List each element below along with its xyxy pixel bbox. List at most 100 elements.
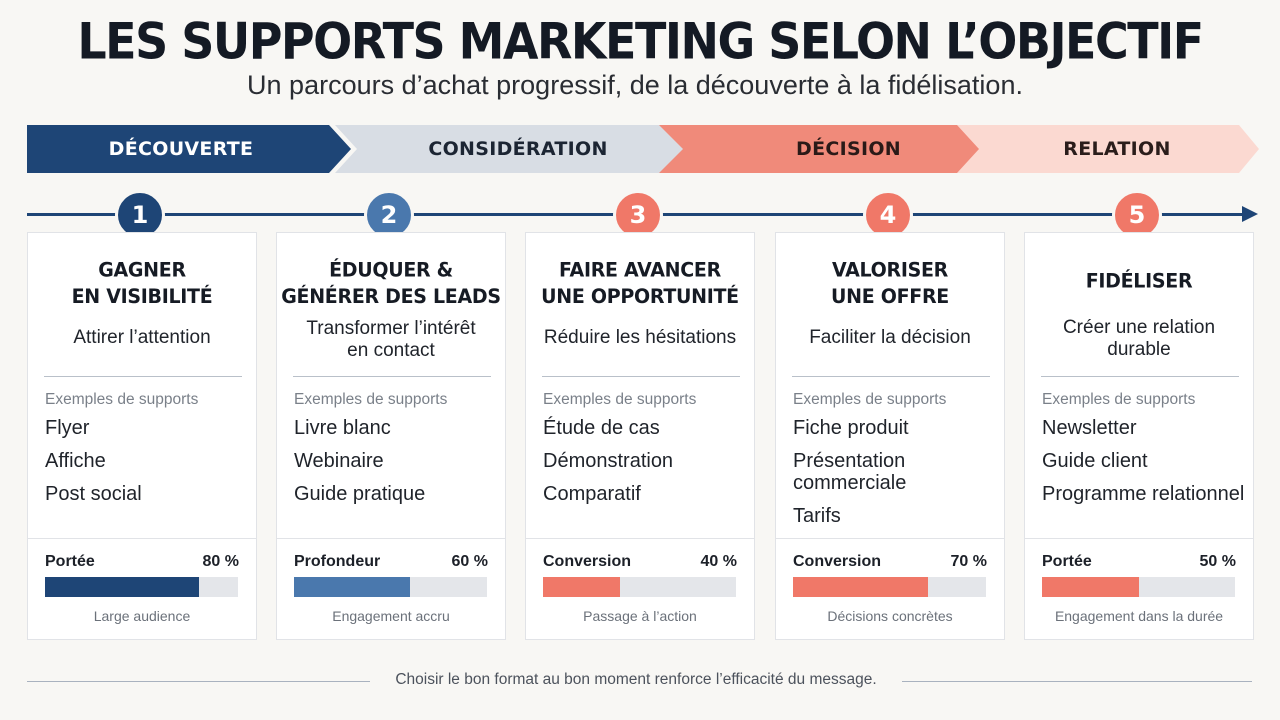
card-title: FIDÉLISER xyxy=(1025,268,1253,294)
phase-label: DÉCISION xyxy=(796,138,901,160)
metric-bar-track xyxy=(45,577,238,597)
example-item: Newsletter xyxy=(1042,417,1137,439)
card-title: ÉDUQUER & GÉNÉRER DES LEADS xyxy=(277,258,505,311)
step-card-visibility: GAGNER EN VISIBILITÉ Attirer l’attention… xyxy=(27,232,257,640)
phase-decision: DÉCISION xyxy=(659,125,1014,173)
card-title-line: EN VISIBILITÉ xyxy=(71,285,213,309)
metric-value: 50 % xyxy=(1199,553,1236,570)
example-item: Affiche xyxy=(45,450,106,472)
metric-caption: Décisions concrètes xyxy=(827,608,953,624)
example-item: Flyer xyxy=(45,417,90,439)
example-item: Guide pratique xyxy=(294,483,426,505)
card-title-line: ÉDUQUER & xyxy=(329,258,453,282)
card-title: FAIRE AVANCER UNE OPPORTUNITÉ xyxy=(526,258,754,311)
phase-consideration: CONSIDÉRATION xyxy=(335,125,689,173)
page-title: LES SUPPORTS MARKETING SELON L’OBJECTIF xyxy=(77,11,1204,71)
metric-name: Portée xyxy=(45,553,95,570)
metric-value: 70 % xyxy=(950,553,987,570)
examples-list: Flyer Affiche Post social xyxy=(45,417,250,516)
card-divider xyxy=(792,376,990,377)
example-item: Guide client xyxy=(1042,450,1148,472)
example-item: Fiche produit xyxy=(793,417,909,439)
metric-bar-track xyxy=(1042,577,1235,597)
metric-bar-fill xyxy=(45,577,200,597)
example-item: Webinaire xyxy=(294,450,384,472)
card-divider xyxy=(293,376,491,377)
metric-name: Conversion xyxy=(543,553,632,570)
step-card-loyalty: FIDÉLISER Créer une relation durable Exe… xyxy=(1024,232,1254,640)
phase-label: DÉCOUVERTE xyxy=(108,138,254,160)
metric-bar-fill xyxy=(543,577,621,597)
metric-bar-track xyxy=(793,577,986,597)
examples-list: Newsletter Guide client Programme relati… xyxy=(1042,417,1247,516)
card-goal: Réduire les hésitations xyxy=(526,327,754,349)
phase-relation: RELATION xyxy=(957,125,1259,173)
examples-list: Fiche produit Présentation commerciale T… xyxy=(793,417,998,538)
metric-caption: Engagement dans la durée xyxy=(1054,608,1224,624)
metric-bar-track xyxy=(543,577,736,597)
metric-caption: Passage à l’action xyxy=(583,608,697,624)
card-title-line: GAGNER xyxy=(98,258,186,282)
timeline-arrow-icon xyxy=(1242,206,1258,222)
examples-label: Exemples de supports xyxy=(543,391,697,408)
card-divider xyxy=(44,376,242,377)
card-title-line: UNE OFFRE xyxy=(831,285,949,309)
examples-list: Livre blanc Webinaire Guide pratique xyxy=(294,417,499,516)
card-goal: Faciliter la décision xyxy=(776,327,1004,349)
metric-caption: Engagement accru xyxy=(332,608,450,624)
step-card-leads: ÉDUQUER & GÉNÉRER DES LEADS Transformer … xyxy=(276,232,506,640)
metric-name: Portée xyxy=(1042,553,1092,570)
example-item: Livre blanc xyxy=(294,417,391,439)
phase-discovery: DÉCOUVERTE xyxy=(27,125,351,173)
metric-divider xyxy=(1025,538,1253,539)
metric-caption: Large audience xyxy=(93,608,191,624)
phase-label: RELATION xyxy=(1063,138,1171,160)
card-goal-line: en contact xyxy=(347,340,435,361)
step-number-badge: 5 xyxy=(1112,190,1162,240)
card-title: VALORISER UNE OFFRE xyxy=(776,258,1004,311)
card-goal-line: durable xyxy=(1107,339,1171,360)
card-goal-line: Créer une relation xyxy=(1062,317,1216,338)
footer-message: Choisir le bon format au bon moment renf… xyxy=(395,671,877,688)
step-number-badge: 4 xyxy=(863,190,913,240)
examples-label: Exemples de supports xyxy=(793,391,947,408)
metric-value: 40 % xyxy=(700,553,737,570)
examples-label: Exemples de supports xyxy=(294,391,448,408)
metric-value: 80 % xyxy=(202,553,239,570)
page-subtitle: Un parcours d’achat progressif, de la dé… xyxy=(247,70,1023,100)
metric-divider xyxy=(28,538,256,539)
examples-label: Exemples de supports xyxy=(45,391,199,408)
metric-name: Conversion xyxy=(793,553,882,570)
metric-bar-fill xyxy=(1042,577,1139,597)
phase-banner: DÉCOUVERTE CONSIDÉRATION DÉCISION RELATI… xyxy=(27,125,1259,173)
example-item: Étude de cas xyxy=(543,417,660,439)
card-title-line: FAIRE AVANCER xyxy=(559,258,721,282)
examples-list: Étude de cas Démonstration Comparatif xyxy=(543,417,748,516)
card-goal-line: Réduire les hésitations xyxy=(543,327,737,348)
card-title-line: GÉNÉRER DES LEADS xyxy=(281,285,501,309)
card-goal: Attirer l’attention xyxy=(28,327,256,349)
card-goal: Créer une relation durable xyxy=(1025,317,1253,361)
card-goal-line: Attirer l’attention xyxy=(73,327,211,348)
example-item: Programme relationnel xyxy=(1042,483,1245,505)
card-title-line: VALORISER xyxy=(832,258,948,282)
card-title-line: UNE OPPORTUNITÉ xyxy=(541,285,739,309)
step-card-offer: VALORISER UNE OFFRE Faciliter la décisio… xyxy=(775,232,1005,640)
metric-bar-track xyxy=(294,577,487,597)
card-title-line: FIDÉLISER xyxy=(1085,269,1193,293)
example-item: Post social xyxy=(45,483,142,505)
card-goal-line: Transformer l’intérêt xyxy=(306,318,476,339)
metric-bar-fill xyxy=(793,577,929,597)
card-goal: Transformer l’intérêt en contact xyxy=(277,318,505,362)
step-card-opportunity: FAIRE AVANCER UNE OPPORTUNITÉ Réduire le… xyxy=(525,232,755,640)
metric-bar-fill xyxy=(294,577,410,597)
card-divider xyxy=(542,376,740,377)
step-number-badge: 3 xyxy=(613,190,663,240)
footer-divider-right xyxy=(902,681,1252,682)
phase-label: CONSIDÉRATION xyxy=(428,138,608,160)
card-divider xyxy=(1041,376,1239,377)
footer-divider-left xyxy=(27,681,370,682)
metric-divider xyxy=(277,538,505,539)
metric-divider xyxy=(776,538,1004,539)
example-item: Démonstration xyxy=(543,450,674,472)
